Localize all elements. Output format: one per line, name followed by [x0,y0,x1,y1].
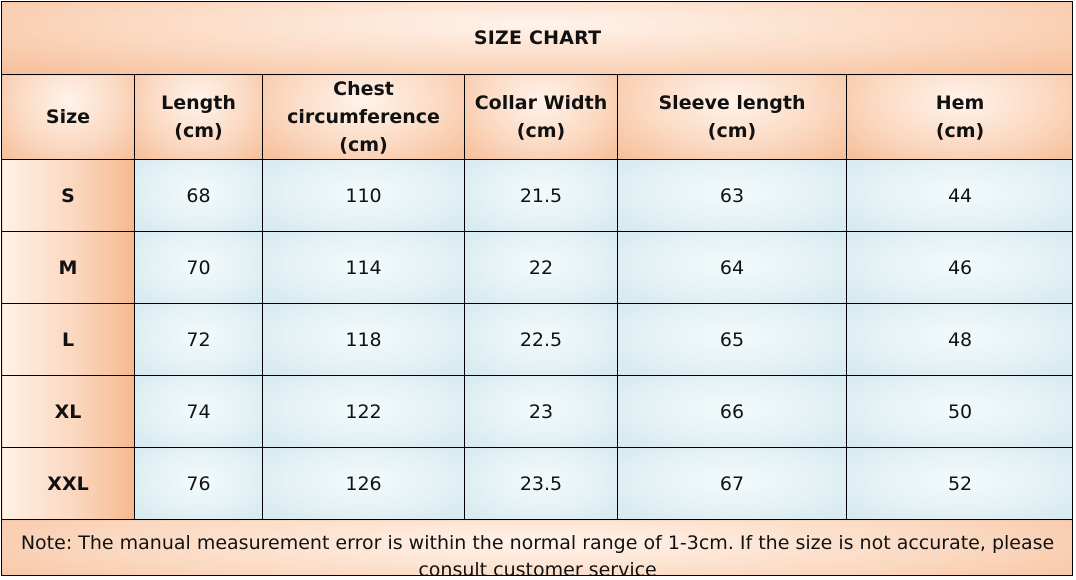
length-value: 74 [134,375,263,448]
hem-value: 46 [845,231,1072,304]
header-collar-unit: (cm) [516,120,566,142]
chest-value: 122 [262,375,465,448]
header-chest: Chest circumference (cm) [262,74,465,160]
length-value: 76 [134,447,263,520]
sleeve-value: 67 [617,447,847,520]
header-chest-label: Chest circumference [287,78,440,128]
header-size-label: Size [45,106,91,128]
header-sleeve-unit: (cm) [707,120,757,142]
header-hem: Hem (cm) [845,74,1072,160]
chest-value: 114 [262,231,465,304]
hem-value: 44 [845,159,1072,232]
chart-title: SIZE CHART [2,2,1072,75]
table-row: L 72 118 22.5 65 48 [2,303,1072,376]
collar-value: 21.5 [464,159,618,232]
collar-value: 22 [464,231,618,304]
header-collar: Collar Width (cm) [464,74,618,160]
header-collar-label: Collar Width [474,92,608,114]
chest-value: 110 [262,159,465,232]
header-row: Size Length (cm) Chest circumference (cm… [2,74,1072,160]
measurement-note: Note: The manual measurement error is wi… [2,519,1072,576]
size-label: L [2,303,135,376]
table-row: XL 74 122 23 66 50 [2,375,1072,448]
length-value: 70 [134,231,263,304]
table-row: XXL 76 126 23.5 67 52 [2,447,1072,520]
hem-value: 50 [845,375,1072,448]
header-hem-label: Hem [935,92,985,114]
sleeve-value: 64 [617,231,847,304]
size-label: XXL [2,447,135,520]
note-line-2: consult customer service [418,558,657,576]
hem-value: 48 [845,303,1072,376]
header-chest-unit: (cm) [339,134,388,156]
sleeve-value: 65 [617,303,847,376]
sleeve-value: 66 [617,375,847,448]
header-hem-unit: (cm) [935,120,985,142]
header-sleeve-label: Sleeve length [658,92,806,114]
chest-value: 118 [262,303,465,376]
length-value: 68 [134,159,263,232]
table-row: S 68 110 21.5 63 44 [2,159,1072,232]
header-length-unit: (cm) [174,120,223,142]
size-label: S [2,159,135,232]
collar-value: 23.5 [464,447,618,520]
table-row: M 70 114 22 64 46 [2,231,1072,304]
title-row: SIZE CHART [2,2,1072,75]
size-label: M [2,231,135,304]
header-size: Size [2,74,135,160]
header-length: Length (cm) [134,74,263,160]
note-line-1: Note: The manual measurement error is wi… [20,531,1055,554]
size-label: XL [2,375,135,448]
header-length-label: Length [161,92,236,114]
hem-value: 52 [845,447,1072,520]
sleeve-value: 63 [617,159,847,232]
collar-value: 22.5 [464,303,618,376]
length-value: 72 [134,303,263,376]
chest-value: 126 [262,447,465,520]
note-row: Note: The manual measurement error is wi… [2,519,1072,576]
header-sleeve: Sleeve length (cm) [617,74,847,160]
collar-value: 23 [464,375,618,448]
